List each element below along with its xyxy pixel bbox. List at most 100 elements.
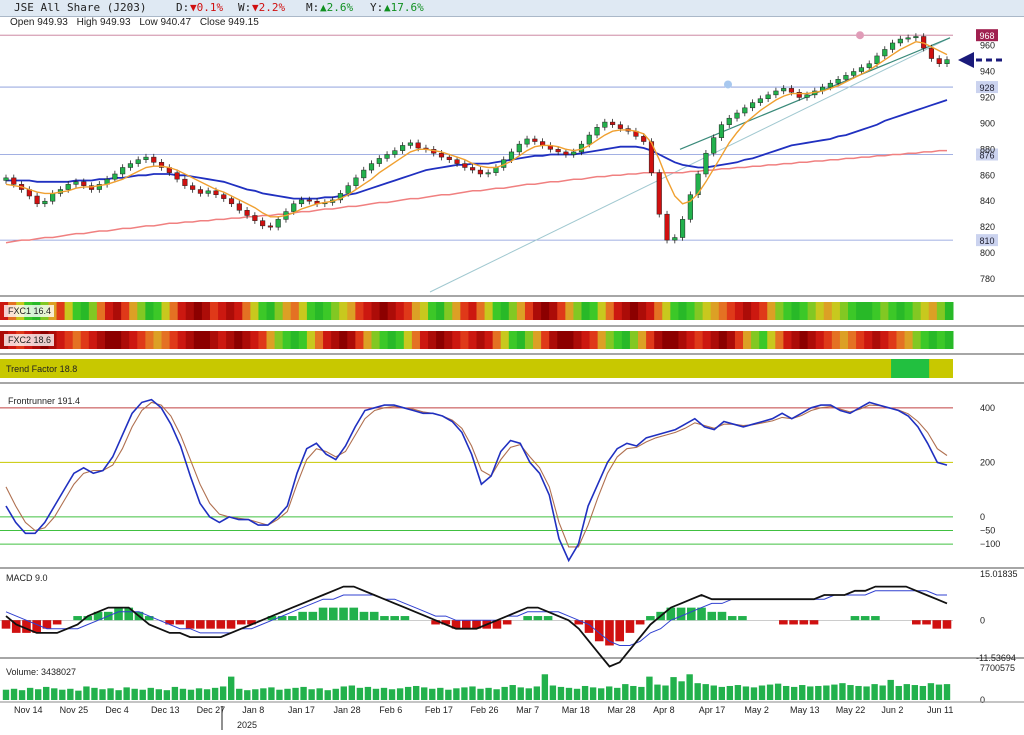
- candle-body: [221, 194, 227, 199]
- volume-bar: [252, 689, 259, 700]
- heat-cell: [371, 331, 381, 349]
- candle-body: [680, 219, 686, 238]
- candle-body: [353, 177, 359, 186]
- candle-body: [578, 143, 585, 153]
- heat-cell: [298, 302, 308, 320]
- candle-body: [322, 202, 328, 205]
- volume-bar: [421, 687, 428, 700]
- heat-cell: [290, 331, 300, 349]
- heat-cell: [169, 302, 179, 320]
- candle-body: [726, 117, 732, 125]
- volume-bar: [99, 689, 106, 700]
- heat-cell: [331, 331, 340, 349]
- volume-bar: [43, 686, 50, 700]
- volume-bar: [356, 687, 364, 700]
- close-value: Close 949.15: [199, 17, 259, 28]
- x-axis-tick: Apr 8: [653, 705, 675, 715]
- heat-cell: [234, 302, 243, 320]
- macd-histogram-bar: [441, 620, 451, 625]
- heat-cell: [16, 331, 25, 349]
- volume-bar: [340, 686, 347, 700]
- heat-cell: [549, 302, 558, 320]
- heat-cell: [153, 331, 163, 349]
- price-axis-tick: 900: [980, 118, 995, 128]
- heat-cell: [928, 331, 938, 349]
- heat-cell: [848, 302, 857, 320]
- macd-histogram-bar: [860, 616, 870, 621]
- macd-histogram-bar: [799, 620, 809, 625]
- heat-cell: [912, 331, 922, 349]
- macd-histogram-bar: [32, 620, 41, 633]
- heat-cell: [565, 331, 574, 349]
- heat-cell: [347, 331, 356, 349]
- macd-histogram-bar: [707, 611, 717, 621]
- heat-label: FXC2 18.6: [8, 335, 51, 345]
- heat-cell: [783, 302, 792, 320]
- frontrunner-signal-line: [5, 401, 948, 548]
- heat-cell: [387, 331, 397, 349]
- macd-histogram-bar: [727, 616, 737, 621]
- volume-bar: [396, 688, 404, 700]
- heat-cell: [605, 302, 615, 320]
- heat-cell: [314, 302, 324, 320]
- x-axis-tick: Nov 14: [14, 705, 43, 715]
- volume-bar: [2, 689, 10, 700]
- candle-body: [462, 163, 468, 168]
- volume-bar: [107, 688, 114, 700]
- heat-cell: [880, 302, 889, 320]
- volume-bar: [694, 683, 701, 700]
- heat-cell: [274, 302, 284, 320]
- heat-cell: [872, 331, 881, 349]
- volume-bar: [879, 685, 886, 700]
- candle-body: [104, 178, 110, 185]
- candle-body: [773, 90, 779, 96]
- heat-cell: [589, 302, 599, 320]
- volume-bar: [863, 686, 870, 700]
- heat-cell: [282, 302, 292, 320]
- macd-histogram-bar: [349, 607, 359, 621]
- candle-body: [345, 185, 351, 194]
- heat-cell: [258, 331, 268, 349]
- macd-histogram-bar: [144, 616, 154, 621]
- heat-cell: [920, 302, 930, 320]
- heat-cell: [702, 331, 712, 349]
- heat-cell: [831, 302, 841, 320]
- macd-histogram-bar: [124, 607, 134, 621]
- volume-bar: [292, 687, 299, 700]
- volume-bar: [903, 684, 910, 700]
- candle-body: [228, 198, 235, 205]
- heat-cell: [831, 331, 841, 349]
- macd-histogram-bar: [932, 620, 942, 629]
- heat-cell: [670, 302, 679, 320]
- macd-histogram-bar: [666, 607, 676, 621]
- sma-long-line: [5, 149, 947, 244]
- candle-body: [781, 88, 787, 92]
- heat-cell: [250, 302, 259, 320]
- candle-body: [602, 121, 608, 128]
- price-level-label: 968: [979, 31, 994, 41]
- heat-cell: [121, 302, 130, 320]
- heat-cell: [799, 302, 809, 320]
- volume-bar: [163, 690, 171, 700]
- x-axis-tick: Dec 4: [105, 705, 129, 715]
- heat-cell: [209, 302, 219, 320]
- candle-body: [882, 49, 888, 57]
- candle-body: [672, 237, 678, 241]
- candle-body: [236, 203, 242, 211]
- volume-bar: [372, 688, 380, 700]
- volume-bar: [469, 686, 476, 700]
- candle-body: [540, 141, 546, 146]
- volume-bar: [807, 686, 814, 700]
- candle-body: [858, 67, 865, 72]
- volume-bar: [541, 674, 549, 700]
- volume-bar: [686, 674, 693, 700]
- macd-histogram-bar: [196, 620, 205, 629]
- candle-body: [135, 159, 141, 164]
- candle-body: [431, 149, 437, 154]
- macd-histogram-bar: [390, 616, 399, 621]
- candle-body: [687, 194, 693, 220]
- frontrunner-axis-tick: 0: [980, 512, 985, 522]
- macd-histogram-bar: [451, 620, 461, 629]
- candle-body: [718, 124, 725, 138]
